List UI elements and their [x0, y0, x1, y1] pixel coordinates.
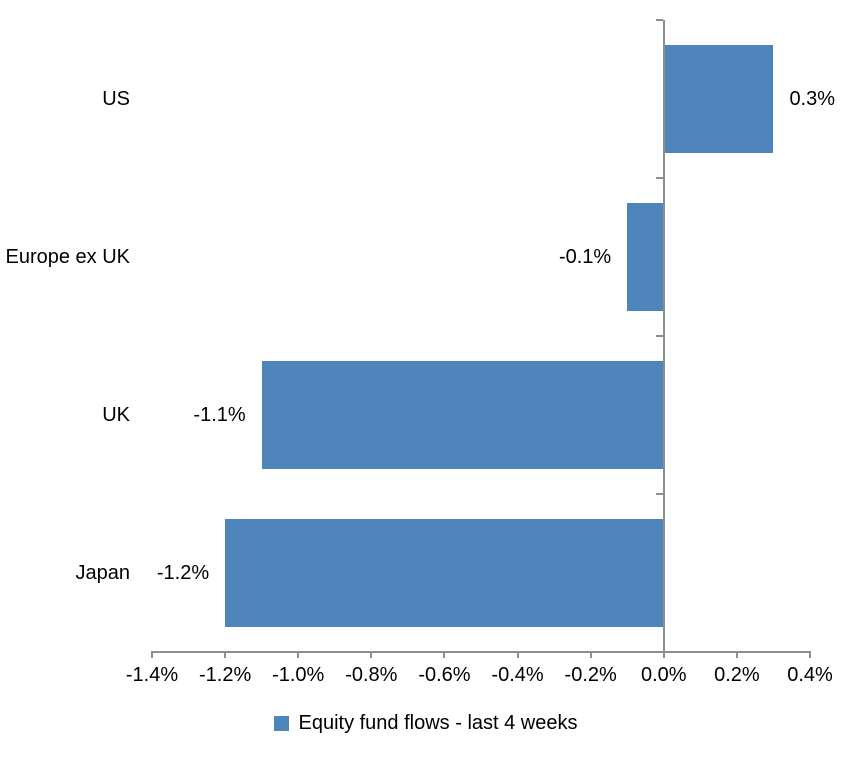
x-axis-tick [735, 652, 738, 658]
bar-us [663, 45, 774, 153]
x-axis-tick-label: -0.6% [418, 664, 471, 686]
category-label-us: US [102, 88, 130, 110]
data-label: -1.1% [193, 404, 246, 426]
x-axis-tick [516, 652, 519, 658]
x-axis-tick [443, 652, 446, 658]
x-axis-tick-label: -1.2% [198, 664, 252, 686]
x-axis-tick-label: -0.4% [491, 664, 544, 686]
bar-uk [261, 361, 664, 469]
x-axis-tick-label: 0.0% [640, 664, 687, 686]
x-axis-tick [151, 652, 153, 658]
legend-label: Equity fund flows - last 4 weeks [298, 711, 578, 734]
x-axis-tick-label: -1.0% [272, 664, 325, 686]
y-axis-tick [655, 493, 663, 495]
data-label: 0.3% [789, 88, 836, 110]
x-axis-tick-label: -0.8% [345, 664, 398, 686]
x-axis-tick [589, 652, 592, 658]
bar-europe-ex-uk [627, 203, 664, 311]
x-axis-tick-label: -1.4% [125, 664, 179, 686]
data-label: -1.2% [156, 562, 210, 584]
x-axis-tick [297, 652, 300, 658]
x-axis-tick [370, 652, 373, 658]
x-axis-tick-label: 0.4% [787, 664, 833, 686]
x-axis-tick [809, 652, 811, 658]
data-label: -0.1% [558, 246, 612, 268]
category-label-europe-ex-uk: Europe ex UK [5, 246, 130, 268]
y-axis-line [662, 20, 665, 658]
y-axis-tick [655, 335, 663, 337]
x-axis-tick-label: 0.2% [714, 664, 760, 686]
legend: Equity fund flows - last 4 weeks [0, 707, 852, 739]
x-axis-tick [224, 652, 227, 658]
y-axis-tick [655, 177, 663, 179]
legend-marker-icon [274, 715, 290, 731]
category-label-uk: UK [102, 404, 130, 426]
y-axis-tick [655, 19, 663, 21]
x-axis-line [151, 651, 811, 653]
category-label-japan: Japan [75, 562, 131, 584]
y-axis-tick [655, 651, 663, 653]
bar-japan [225, 519, 664, 627]
x-axis-tick-label: -0.2% [564, 664, 617, 686]
